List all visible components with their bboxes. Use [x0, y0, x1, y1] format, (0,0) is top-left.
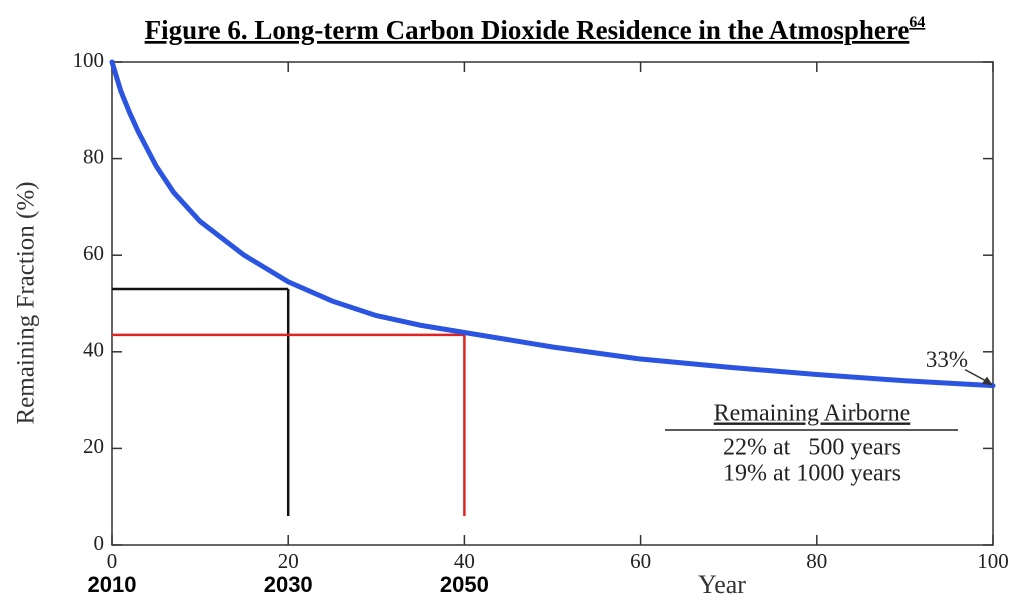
y-tick-label: 0 [94, 531, 105, 555]
note-line: 22% at 500 years [723, 435, 901, 461]
y-tick-label: 20 [83, 434, 104, 458]
x-axis-label: Year [698, 570, 746, 599]
title-text: Figure 6. Long-term Carbon Dioxide Resid… [145, 15, 910, 45]
y-tick-label: 100 [73, 48, 105, 72]
y-tick-label: 40 [83, 338, 104, 362]
year-label: 2030 [264, 572, 313, 597]
title-superscript: 64 [909, 14, 925, 31]
year-label: 2010 [88, 572, 137, 597]
y-tick-label: 80 [83, 144, 104, 168]
x-tick-label: 40 [454, 549, 475, 573]
x-tick-label: 100 [977, 549, 1009, 573]
y-tick-label: 60 [83, 241, 104, 265]
year-label: 2050 [440, 572, 489, 597]
x-tick-label: 60 [630, 549, 651, 573]
note-title: Remaining Airborne [714, 401, 911, 427]
plot-frame [111, 61, 994, 546]
x-tick-label: 20 [278, 549, 299, 573]
annotation: 33% [926, 347, 968, 372]
x-tick-label: 80 [806, 549, 827, 573]
annotation-arrowhead [982, 376, 993, 386]
y-axis-label: Remaining Fraction (%) [13, 182, 40, 425]
x-tick-label: 0 [107, 549, 118, 573]
data-line [109, 59, 996, 389]
chart-title: Figure 6. Long-term Carbon Dioxide Resid… [145, 14, 926, 46]
note-line: 19% at 1000 years [723, 461, 901, 487]
